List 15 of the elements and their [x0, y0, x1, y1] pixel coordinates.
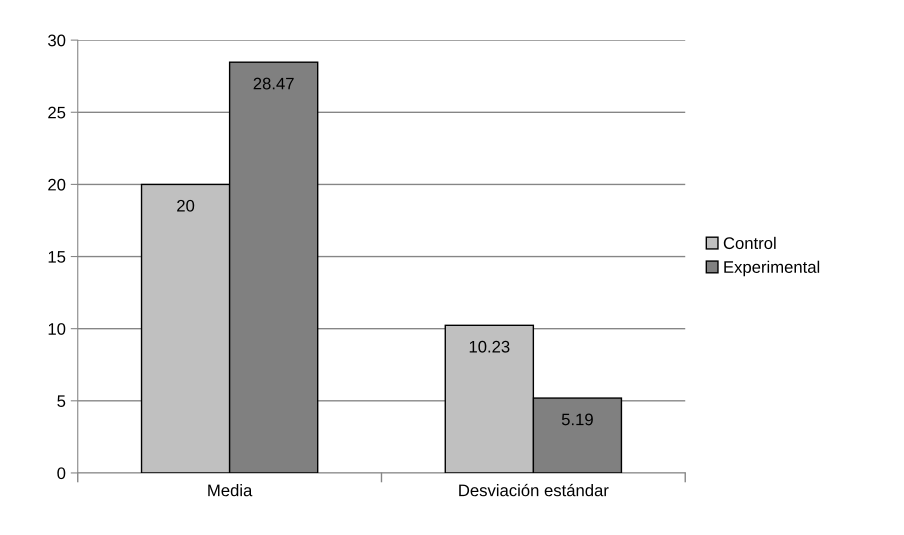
y-tick-label: 20 [48, 178, 66, 191]
y-tick-label: 30 [48, 34, 66, 46]
data-label: 5.19 [562, 414, 593, 426]
y-tick-label: 5 [57, 395, 66, 408]
data-label: 28.47 [254, 78, 294, 90]
x-tick-label: Media [208, 484, 252, 496]
legend-label: Control [724, 236, 776, 250]
y-tick-label: 10 [48, 323, 66, 335]
legend-label: Experimental [724, 260, 820, 276]
y-tick-label: 15 [48, 251, 66, 263]
y-tick-label: 0 [57, 467, 66, 480]
data-label: 10.23 [470, 340, 510, 353]
y-tick-label: 25 [48, 106, 66, 118]
x-tick-label: Desviación estándar [459, 484, 609, 496]
data-label: 20 [177, 200, 194, 212]
